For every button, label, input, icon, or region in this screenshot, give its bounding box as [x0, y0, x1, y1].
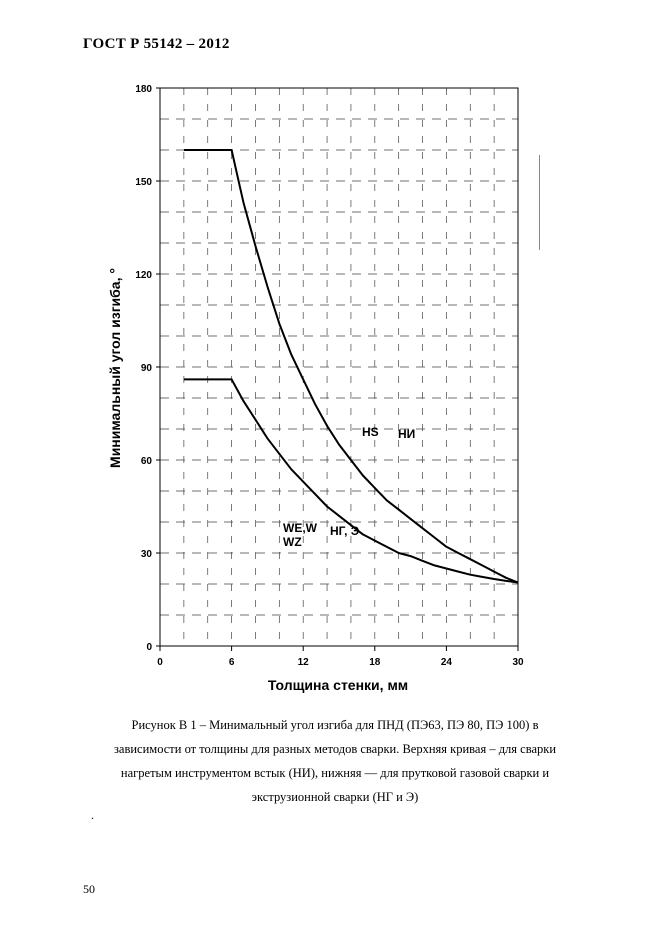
caption-line-4: экструзионной сварки (НГ и Э) — [251, 790, 419, 804]
upper-curve-label-hs: HS — [362, 425, 379, 439]
lower-curve-label-we-w: WE,W — [283, 521, 318, 535]
upper-curve-label-ni: НИ — [398, 427, 415, 441]
series-line-lower — [183, 378, 519, 584]
x-tick-label: 24 — [441, 657, 453, 668]
y-axis-label: Минимальный угол изгиба, ° — [107, 268, 123, 468]
x-tick-label: 0 — [157, 657, 163, 668]
series-line-upper — [183, 149, 519, 584]
series-lines — [183, 149, 519, 584]
document-header: ГОСТ Р 55142 – 2012 — [83, 36, 230, 52]
x-tick-label: 18 — [369, 657, 381, 668]
y-tick-label: 60 — [141, 456, 153, 467]
page-number: 50 — [83, 882, 95, 896]
x-axis-label: Толщина стенки, мм — [268, 677, 408, 693]
x-tick-label: 30 — [512, 657, 524, 668]
y-tick-label: 30 — [141, 549, 153, 560]
margin-rule — [539, 155, 540, 250]
y-tick-label: 90 — [141, 363, 153, 374]
y-tick-label: 0 — [146, 642, 152, 653]
caption-line-2: зависимости от толщины для разных методо… — [113, 742, 557, 756]
lower-curve-label-wz: WZ — [283, 535, 302, 549]
figure-caption: Рисунок В 1 – Минимальный угол изгиба дл… — [100, 713, 570, 809]
y-tick-label: 120 — [135, 270, 152, 281]
caption-line-1: Рисунок В 1 – Минимальный угол изгиба дл… — [131, 718, 539, 732]
y-tick-label: 180 — [135, 84, 152, 95]
stray-dot: . — [91, 808, 94, 822]
lower-curve-label-ng-e: НГ, Э — [330, 524, 360, 538]
y-tick-label: 150 — [135, 177, 152, 188]
caption-line-3: нагретым инструментом встык (НИ), нижняя… — [120, 766, 550, 780]
x-tick-label: 12 — [298, 657, 310, 668]
axis-ticks: 0 6 12 18 24 30 0 30 60 90 120 150 180 — [135, 84, 524, 668]
x-tick-label: 6 — [229, 657, 235, 668]
chart-grid — [160, 88, 518, 646]
bend-angle-chart: 0 6 12 18 24 30 0 30 60 90 120 150 180 Толщина стенк… — [107, 84, 524, 693]
